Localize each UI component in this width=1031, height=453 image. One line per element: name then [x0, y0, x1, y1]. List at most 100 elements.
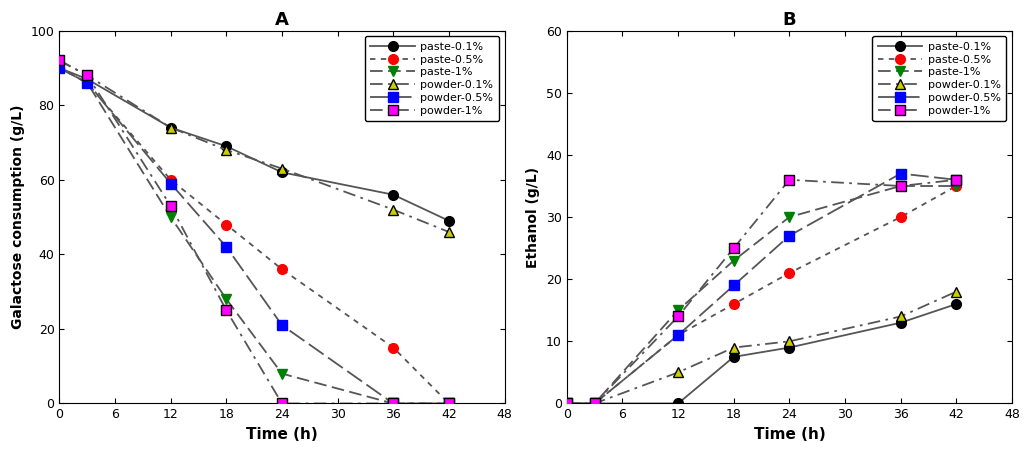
paste-0.1% [442, 218, 455, 223]
Title: A: A [275, 11, 289, 29]
powder-1% [672, 314, 685, 319]
powder-0.1% [387, 207, 399, 212]
paste-0.5% [276, 266, 289, 272]
paste-0.5% [165, 177, 177, 183]
paste-0.5% [672, 333, 685, 338]
powder-0.5% [784, 233, 796, 238]
Line: powder-1%: powder-1% [562, 175, 961, 408]
powder-1% [784, 177, 796, 183]
paste-0.1% [387, 192, 399, 198]
powder-0.1% [276, 166, 289, 171]
Line: powder-0.1%: powder-0.1% [562, 287, 961, 408]
powder-0.1% [81, 72, 94, 78]
Line: powder-0.1%: powder-0.1% [55, 56, 454, 237]
powder-1% [561, 401, 573, 406]
powder-0.5% [221, 244, 233, 250]
paste-1% [561, 401, 573, 406]
X-axis label: Time (h): Time (h) [754, 427, 825, 442]
paste-0.5% [589, 401, 601, 406]
paste-0.1% [728, 354, 740, 360]
paste-1% [589, 401, 601, 406]
X-axis label: Time (h): Time (h) [246, 427, 318, 442]
Legend: paste-0.1%, paste-0.5%, paste-1%, powder-0.1%, powder-0.5%, powder-1%: paste-0.1%, paste-0.5%, paste-1%, powder… [365, 36, 499, 121]
paste-0.5% [54, 65, 66, 71]
powder-0.5% [728, 283, 740, 288]
paste-1% [951, 183, 963, 189]
paste-1% [81, 80, 94, 86]
paste-0.5% [728, 301, 740, 307]
Line: paste-1%: paste-1% [562, 181, 961, 408]
powder-0.1% [784, 339, 796, 344]
powder-1% [165, 203, 177, 208]
paste-0.1% [895, 320, 907, 325]
powder-0.5% [387, 401, 399, 406]
powder-0.1% [728, 345, 740, 350]
powder-0.5% [54, 65, 66, 71]
paste-1% [895, 183, 907, 189]
Line: powder-0.5%: powder-0.5% [55, 63, 454, 408]
powder-0.1% [951, 289, 963, 294]
paste-1% [276, 371, 289, 376]
paste-0.5% [221, 222, 233, 227]
powder-1% [81, 72, 94, 78]
Line: powder-1%: powder-1% [55, 56, 454, 408]
paste-1% [387, 401, 399, 406]
powder-0.1% [672, 370, 685, 375]
paste-0.5% [387, 345, 399, 350]
powder-0.5% [561, 401, 573, 406]
Line: paste-0.5%: paste-0.5% [562, 181, 961, 408]
powder-0.1% [54, 58, 66, 63]
paste-0.1% [561, 401, 573, 406]
paste-1% [784, 214, 796, 220]
powder-0.5% [442, 401, 455, 406]
powder-0.5% [165, 181, 177, 186]
powder-0.5% [589, 401, 601, 406]
paste-0.1% [81, 77, 94, 82]
powder-1% [951, 177, 963, 183]
paste-1% [54, 65, 66, 71]
Title: B: B [783, 11, 796, 29]
powder-0.5% [895, 171, 907, 176]
powder-0.1% [165, 125, 177, 130]
paste-1% [728, 258, 740, 263]
powder-1% [276, 401, 289, 406]
Legend: paste-0.1%, paste-0.5%, paste-1%, powder-0.1%, powder-0.5%, powder-1%: paste-0.1%, paste-0.5%, paste-1%, powder… [872, 36, 1006, 121]
powder-1% [895, 183, 907, 189]
paste-0.1% [165, 125, 177, 130]
paste-0.1% [672, 401, 685, 406]
Line: paste-0.1%: paste-0.1% [55, 63, 454, 226]
Line: paste-0.1%: paste-0.1% [562, 299, 961, 408]
powder-1% [728, 246, 740, 251]
powder-0.5% [672, 333, 685, 338]
powder-0.1% [561, 401, 573, 406]
paste-0.5% [442, 401, 455, 406]
powder-0.5% [951, 177, 963, 183]
paste-0.1% [54, 65, 66, 71]
powder-0.1% [442, 229, 455, 235]
powder-1% [387, 401, 399, 406]
powder-1% [221, 308, 233, 313]
paste-0.5% [895, 214, 907, 220]
powder-1% [589, 401, 601, 406]
powder-0.1% [895, 314, 907, 319]
Y-axis label: Galactose consumption (g/L): Galactose consumption (g/L) [11, 105, 25, 329]
powder-0.5% [276, 323, 289, 328]
paste-0.1% [589, 401, 601, 406]
paste-1% [221, 296, 233, 302]
paste-0.1% [951, 301, 963, 307]
Line: paste-0.5%: paste-0.5% [55, 63, 454, 408]
paste-0.1% [276, 169, 289, 175]
Line: paste-1%: paste-1% [55, 63, 454, 408]
paste-0.5% [561, 401, 573, 406]
paste-0.5% [951, 183, 963, 189]
powder-0.1% [589, 401, 601, 406]
paste-1% [165, 214, 177, 220]
Line: powder-0.5%: powder-0.5% [562, 169, 961, 408]
paste-0.5% [784, 270, 796, 276]
powder-0.1% [221, 147, 233, 153]
paste-1% [672, 308, 685, 313]
powder-1% [54, 58, 66, 63]
paste-1% [442, 401, 455, 406]
paste-0.1% [221, 144, 233, 149]
powder-1% [442, 401, 455, 406]
